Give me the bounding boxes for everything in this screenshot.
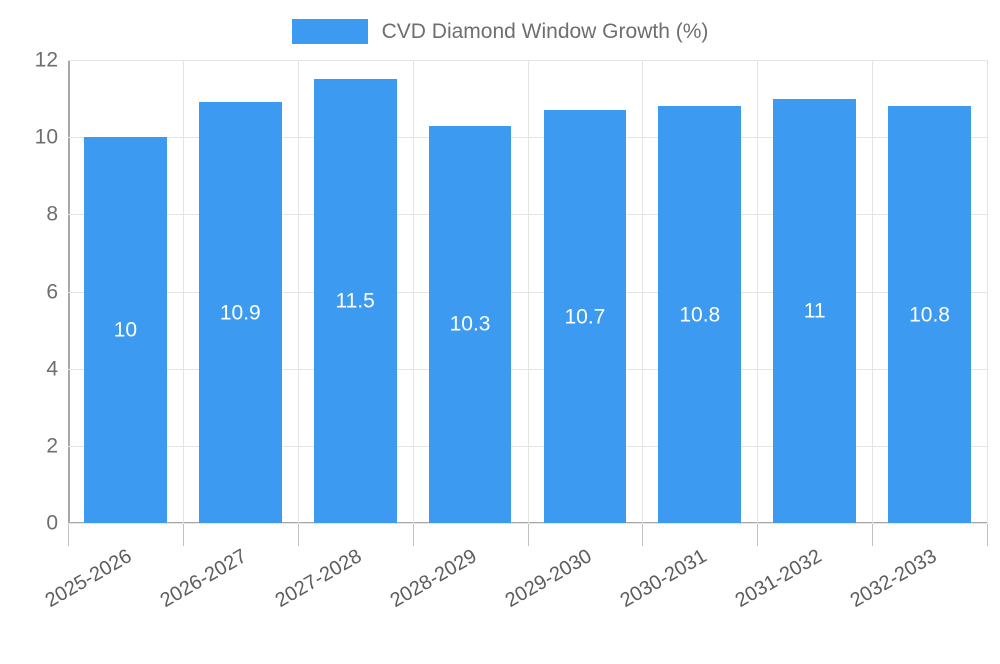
y-axis-tick-label: 10 bbox=[34, 125, 58, 149]
x-axis-tick-mark bbox=[872, 524, 873, 546]
bar-value-label: 10 bbox=[113, 318, 138, 342]
gridline-x bbox=[183, 60, 184, 523]
gridline-x bbox=[642, 60, 643, 523]
chart-legend: CVD Diamond Window Growth (%) bbox=[0, 14, 1000, 48]
x-axis-tick-mark bbox=[642, 524, 643, 546]
y-axis-tick-label: 0 bbox=[46, 511, 58, 535]
y-axis-tick-label: 2 bbox=[46, 434, 58, 458]
x-axis-tick-mark bbox=[413, 524, 414, 546]
y-axis-tick-label: 4 bbox=[46, 357, 58, 381]
gridline-y bbox=[68, 368, 987, 370]
gridline-y bbox=[68, 60, 987, 61]
bar[interactable]: 11 bbox=[773, 98, 857, 523]
bar[interactable]: 10.8 bbox=[888, 106, 971, 523]
x-axis-tick-mark bbox=[987, 524, 988, 546]
gridline-x bbox=[757, 60, 758, 523]
x-axis-tick-mark bbox=[298, 524, 299, 546]
x-axis-tick-mark bbox=[68, 524, 69, 546]
bar[interactable]: 10.9 bbox=[198, 102, 282, 523]
gridline-x bbox=[872, 60, 873, 523]
y-axis-tick-label: 8 bbox=[46, 202, 58, 226]
bar-value-label: 10.8 bbox=[909, 303, 950, 327]
bar-value-label: 10.3 bbox=[449, 312, 491, 336]
bar[interactable]: 10.3 bbox=[428, 125, 512, 523]
y-axis-tick-label: 6 bbox=[46, 280, 58, 303]
gridline-x bbox=[987, 60, 988, 523]
legend-swatch-cvd-diamond-window-growth bbox=[291, 18, 368, 44]
y-axis-tick-labels: 0 2 4 6 8 10 12 bbox=[0, 0, 58, 600]
bar-value-label: 10.7 bbox=[564, 305, 606, 329]
bar[interactable]: 10.8 bbox=[658, 106, 742, 523]
x-axis-tick-mark bbox=[757, 524, 758, 546]
bar[interactable]: 11.5 bbox=[313, 79, 397, 523]
x-axis-tick-mark bbox=[528, 524, 529, 546]
gridline-y bbox=[68, 523, 987, 524]
plot-area: 10 10.9 11.5 10.3 10.7 10.8 11 10.8 bbox=[68, 60, 988, 524]
bar-value-label: 11 bbox=[803, 299, 826, 323]
bar[interactable]: 10 bbox=[84, 137, 167, 523]
gridline-y bbox=[68, 214, 987, 216]
bar-value-label: 10.9 bbox=[219, 301, 261, 325]
y-axis-tick-label: 12 bbox=[34, 48, 58, 72]
x-axis-tick-mark bbox=[183, 524, 184, 546]
gridline-y bbox=[68, 291, 987, 293]
bar-value-label: 11.5 bbox=[335, 289, 375, 313]
bar[interactable]: 10.7 bbox=[543, 110, 627, 523]
gridline-x bbox=[528, 60, 529, 523]
gridline-y bbox=[68, 137, 987, 139]
bar-value-label: 10.8 bbox=[679, 303, 721, 327]
legend-label-cvd-diamond-window-growth: CVD Diamond Window Growth (%) bbox=[381, 19, 709, 43]
gridline-x bbox=[413, 60, 414, 523]
gridline-y bbox=[68, 445, 987, 447]
gridline-x bbox=[298, 60, 299, 523]
